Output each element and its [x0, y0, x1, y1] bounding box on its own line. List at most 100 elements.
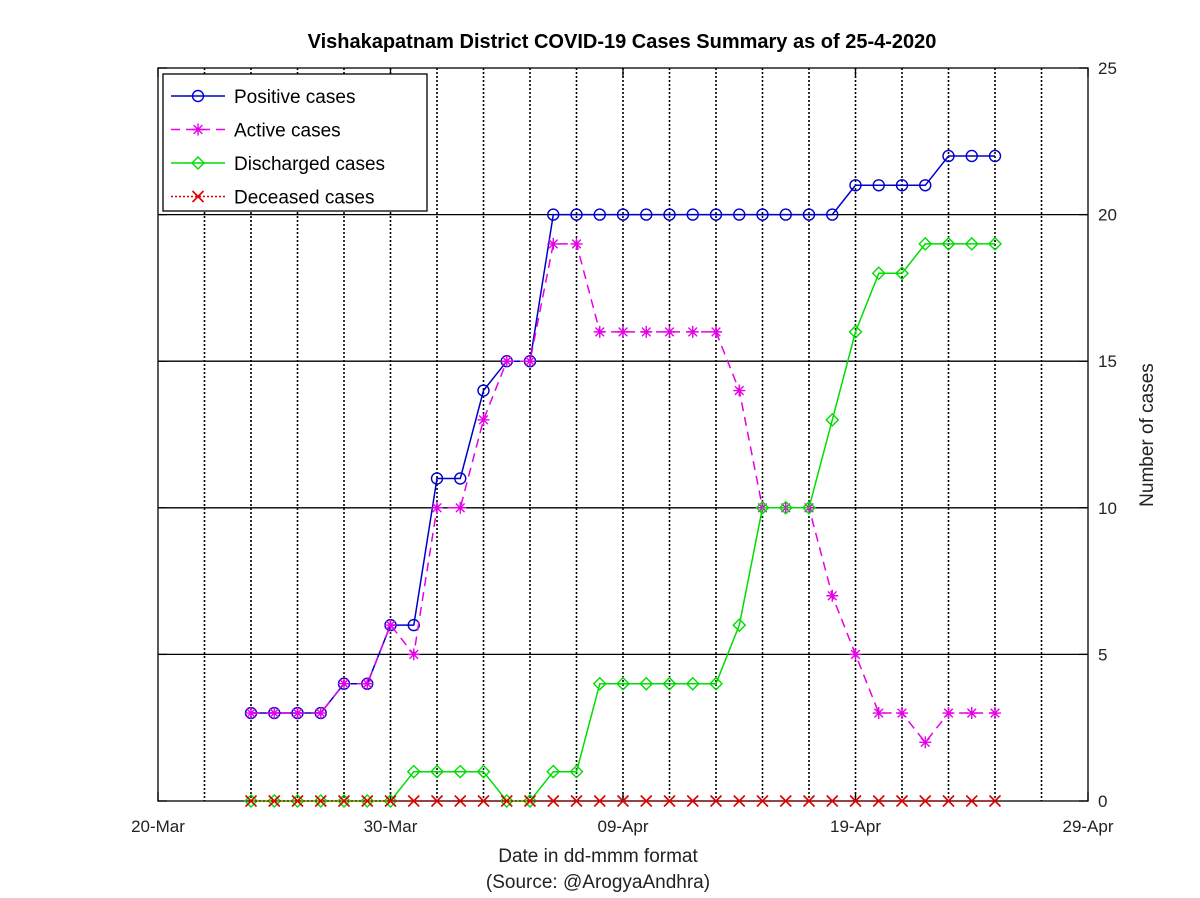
active-cases-point: [942, 707, 955, 720]
legend-marker-positive-cases: [191, 89, 205, 103]
discharged-cases-point: [662, 676, 677, 691]
discharged-cases-point: [755, 500, 770, 515]
deceased-cases-point: [291, 794, 304, 808]
discharged-cases-point: [895, 266, 909, 281]
discharged-cases-point: [918, 236, 933, 251]
active-cases-point: [384, 619, 397, 632]
positive-cases-point: [454, 472, 467, 485]
positive-cases-point: [802, 208, 816, 221]
positive-cases-point: [686, 208, 699, 221]
positive-cases-point: [872, 179, 885, 192]
legend-label-deceased-cases: Deceased cases: [234, 188, 374, 209]
discharged-cases-point: [709, 676, 723, 691]
active-cases-point: [896, 707, 908, 720]
deceased-cases-point: [895, 794, 909, 808]
active-cases-point: [663, 325, 676, 338]
discharged-cases-point: [406, 764, 421, 779]
positive-cases-point: [895, 179, 909, 192]
deceased-cases-point: [454, 794, 467, 808]
deceased-cases-point: [872, 794, 885, 808]
y-tick-label: 25: [1098, 59, 1117, 78]
x-tick-label: 29-Apr: [1062, 817, 1113, 836]
active-cases-point: [640, 325, 653, 338]
deceased-cases-point: [268, 794, 281, 808]
active-cases-point: [547, 237, 560, 250]
positive-cases-point: [779, 208, 792, 221]
deceased-cases-point: [570, 794, 583, 808]
positive-cases-point: [733, 208, 746, 221]
x-axis-sublabel: (Source: @ArogyaAndhra): [486, 872, 710, 893]
legend-marker-deceased-cases: [191, 190, 205, 203]
discharged-cases-point: [592, 676, 607, 691]
active-cases-point: [361, 677, 374, 690]
x-tick-label: 30-Mar: [364, 817, 418, 836]
legend-marker-active-cases: [192, 123, 204, 136]
discharged-cases-point: [616, 676, 630, 691]
discharged-cases-point: [523, 794, 537, 808]
deceased-cases-point: [430, 794, 444, 808]
discharged-cases-point: [313, 794, 328, 808]
positive-cases-point: [756, 208, 769, 221]
discharged-cases-point: [871, 266, 886, 281]
legend-label-discharged-cases: Discharged cases: [234, 154, 385, 175]
discharged-cases-point: [360, 794, 375, 808]
deceased-cases-point: [779, 794, 792, 808]
legend-box: [162, 73, 428, 212]
discharged-cases-point: [848, 324, 863, 339]
deceased-cases-point: [733, 794, 746, 808]
x-tick-label: 20-Mar: [131, 817, 185, 836]
y-tick-label: 15: [1098, 352, 1117, 371]
chart-title: Vishakapatnam District COVID-19 Cases Su…: [308, 31, 937, 53]
active-cases-line: [251, 243, 995, 744]
active-cases-point: [431, 501, 443, 514]
discharged-cases-point: [825, 412, 840, 427]
positive-cases-point: [709, 208, 723, 221]
discharged-cases-point: [569, 764, 584, 779]
discharged-cases-point: [778, 500, 793, 515]
x-axis-label: Date in dd-mmm format: [498, 846, 698, 867]
y-tick-label: 5: [1098, 645, 1107, 664]
discharged-cases-point: [290, 794, 305, 808]
deceased-cases-point: [593, 794, 606, 808]
deceased-cases-point: [314, 794, 327, 808]
positive-cases-point: [663, 208, 676, 221]
deceased-cases-point: [337, 794, 351, 808]
deceased-cases-point: [523, 794, 537, 808]
discharged-cases-point: [988, 236, 1002, 251]
active-cases-point: [826, 589, 839, 602]
discharged-cases-point: [639, 676, 654, 691]
discharged-cases-point: [453, 764, 468, 779]
discharged-cases-point: [732, 618, 747, 633]
deceased-cases-point: [407, 794, 420, 808]
positive-cases-point: [477, 384, 490, 397]
discharged-cases-point: [337, 794, 351, 808]
deceased-cases-point: [244, 794, 258, 808]
deceased-cases-point: [756, 794, 769, 808]
active-cases-point: [919, 736, 932, 749]
active-cases-point: [338, 677, 350, 690]
positive-cases-point: [570, 208, 583, 221]
active-cases-point: [593, 325, 606, 338]
deceased-cases-point: [500, 794, 513, 808]
active-cases-point: [570, 237, 583, 250]
positive-cases-point: [919, 179, 932, 192]
active-cases-point: [686, 325, 699, 338]
active-cases-point: [500, 355, 513, 368]
positive-cases-point: [640, 208, 653, 221]
y-tick-label: 20: [1098, 206, 1117, 225]
deceased-cases-point: [965, 794, 978, 808]
deceased-cases-point: [361, 794, 374, 808]
active-cases-point: [989, 707, 1001, 720]
deceased-cases-point: [477, 794, 490, 808]
deceased-cases-point: [988, 794, 1002, 808]
positive-cases-point: [547, 208, 560, 221]
positive-cases-point: [965, 149, 978, 163]
active-cases-point: [477, 413, 490, 426]
deceased-cases-point: [709, 794, 723, 808]
active-cases-point: [314, 707, 327, 720]
deceased-cases-point: [686, 794, 699, 808]
deceased-cases-point: [616, 794, 630, 808]
active-cases-point: [617, 325, 629, 338]
discharged-cases-point: [941, 236, 956, 251]
